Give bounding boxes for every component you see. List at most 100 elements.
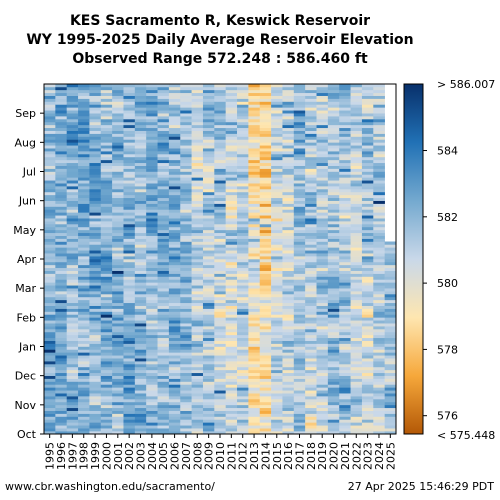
heatmap-cell (146, 154, 158, 158)
heatmap-cell (373, 119, 385, 123)
heatmap-cell (237, 142, 249, 146)
heatmap-cell (66, 162, 79, 166)
heatmap-cell (225, 145, 238, 149)
heatmap-cell (146, 425, 158, 429)
heatmap-cell (361, 104, 374, 108)
heatmap-cell (327, 276, 340, 280)
heatmap-cell (168, 340, 181, 344)
heatmap-column (191, 84, 204, 435)
heatmap-cell (327, 165, 340, 169)
heatmap-cell (327, 124, 340, 129)
heatmap-cell (350, 288, 363, 292)
heatmap-cell (202, 308, 215, 312)
heatmap-cell (248, 180, 261, 184)
heatmap-cell (293, 241, 306, 245)
heatmap-cell (237, 165, 249, 169)
heatmap-cell (146, 369, 158, 374)
heatmap-cell (350, 241, 363, 245)
heatmap-cell (180, 180, 192, 184)
heatmap-cell (384, 384, 397, 388)
heatmap-cell (100, 104, 113, 108)
heatmap-cell (350, 276, 363, 280)
heatmap-cell (100, 218, 113, 222)
heatmap-cell (180, 247, 192, 251)
heatmap-cell (112, 285, 124, 289)
heatmap-cell (225, 390, 238, 394)
heatmap-cell (214, 369, 226, 374)
heatmap-cell (373, 428, 385, 432)
heatmap-cell (202, 291, 215, 295)
heatmap-cell (237, 340, 249, 344)
heatmap-cell (237, 361, 249, 365)
heatmap-cell (282, 212, 295, 216)
heatmap-cell (214, 244, 226, 248)
heatmap-cell (271, 200, 283, 204)
title-line-1: KES Sacramento R, Keswick Reservoir (70, 13, 370, 29)
heatmap-cell (78, 174, 90, 178)
heatmap-cell (271, 119, 283, 123)
heatmap-cell (259, 372, 272, 376)
heatmap-cell (44, 352, 56, 356)
heatmap-cell (350, 253, 363, 257)
heatmap-cell (339, 154, 351, 158)
heatmap-cell (157, 250, 170, 254)
heatmap-cell (214, 273, 226, 277)
x-tick-label: 2002 (123, 442, 136, 470)
heatmap-cell (339, 218, 351, 222)
heatmap-cell (293, 238, 306, 242)
heatmap-cell (271, 323, 283, 327)
heatmap-cell (78, 393, 90, 397)
heatmap-cell (214, 98, 226, 102)
heatmap-cell (293, 113, 306, 117)
heatmap-cell (134, 189, 147, 193)
heatmap-cell (100, 148, 113, 152)
heatmap-cell (100, 305, 113, 309)
heatmap-cell (157, 393, 170, 397)
heatmap-cell (146, 142, 158, 146)
heatmap-cell (134, 229, 147, 234)
heatmap-cell (339, 189, 351, 193)
heatmap-cell (373, 381, 385, 385)
heatmap-cell (123, 113, 136, 117)
heatmap-cell (134, 110, 147, 114)
heatmap-cell (248, 320, 261, 324)
heatmap-cell (55, 273, 67, 277)
heatmap-column (202, 84, 215, 435)
heatmap-cell (361, 399, 374, 403)
heatmap-cell (271, 343, 283, 347)
heatmap-cell (259, 299, 272, 304)
heatmap-cell (282, 154, 295, 158)
heatmap-cell (146, 212, 158, 216)
heatmap-cell (123, 299, 136, 304)
heatmap-cell (350, 419, 363, 423)
heatmap-cell (248, 364, 261, 368)
heatmap-cell (191, 159, 204, 164)
heatmap-cell (259, 86, 272, 91)
heatmap-cell (259, 174, 272, 178)
heatmap-cell (123, 384, 136, 388)
heatmap-cell (237, 226, 249, 231)
heatmap-cell (55, 276, 67, 280)
heatmap-cell (327, 86, 340, 91)
heatmap-cell (123, 229, 136, 234)
heatmap-cell (146, 317, 158, 321)
heatmap-cell (237, 116, 249, 120)
heatmap-cell (384, 267, 397, 271)
heatmap-cell (327, 302, 340, 306)
heatmap-cell (305, 267, 317, 271)
heatmap-cell (293, 151, 306, 155)
heatmap-cell (134, 215, 147, 219)
heatmap-cell (293, 206, 306, 210)
heatmap-cell (66, 197, 79, 201)
heatmap-cell (168, 320, 181, 324)
heatmap-cell (316, 314, 329, 318)
heatmap-cell (123, 352, 136, 356)
heatmap-cell (123, 419, 136, 423)
heatmap-cell (282, 261, 295, 266)
heatmap-cell (361, 121, 374, 126)
heatmap-cell (259, 127, 272, 131)
heatmap-cell (168, 267, 181, 271)
heatmap-cell (191, 226, 204, 231)
heatmap-cell (44, 259, 56, 263)
heatmap-cell (282, 232, 295, 236)
